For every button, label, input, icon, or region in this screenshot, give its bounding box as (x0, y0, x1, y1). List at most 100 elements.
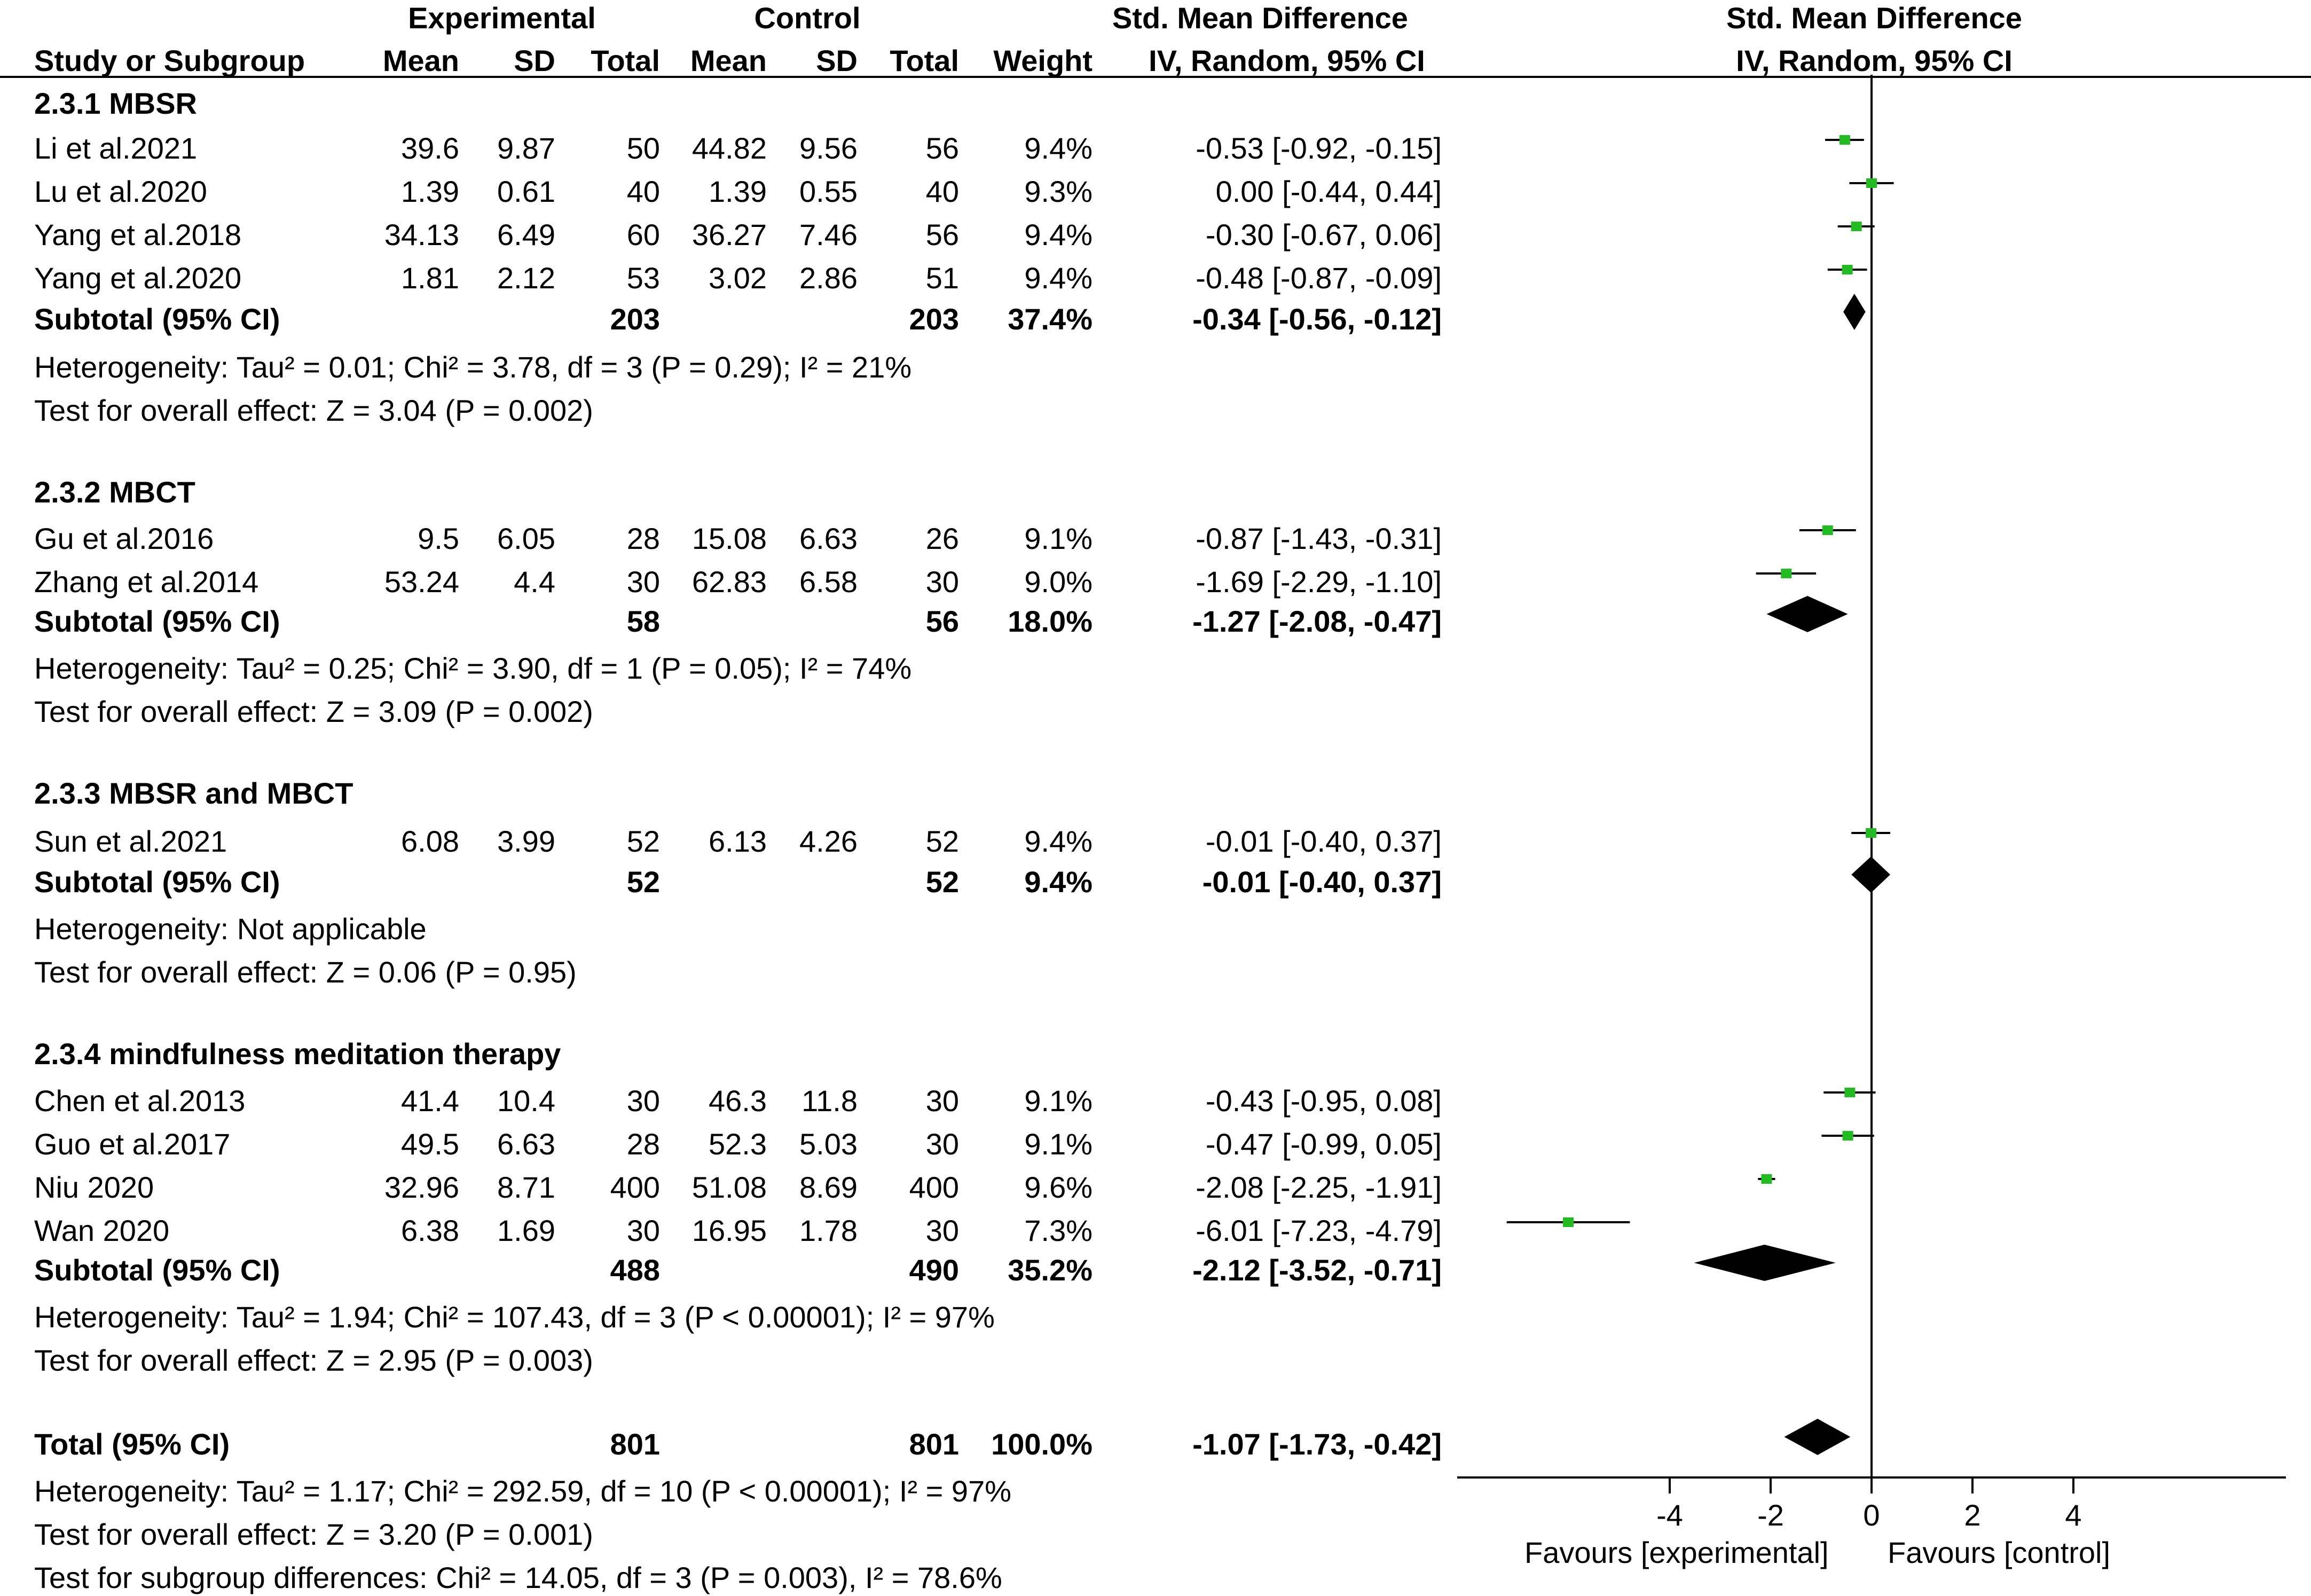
weight: 9.4% (1024, 865, 1092, 899)
ctrl-total: 52 (925, 824, 959, 858)
effect-ci: -1.27 [-2.08, -0.47] (1192, 604, 1442, 638)
total-heterogeneity-text: Heterogeneity: Tau² = 1.17; Chi² = 292.5… (34, 1474, 1012, 1508)
weight: 9.4% (1024, 218, 1092, 251)
ctrl-mean: 51.08 (691, 1170, 767, 1204)
ctrl-mean: 46.3 (709, 1084, 767, 1118)
exp-total-header: Total (591, 44, 660, 77)
exp-sd: 1.69 (497, 1214, 555, 1247)
favours-control-label: Favours [control] (1888, 1536, 2111, 1569)
study-name: Niu 2020 (34, 1170, 154, 1204)
exp-mean: 53.24 (384, 565, 459, 599)
heterogeneity-text: Heterogeneity: Tau² = 0.25; Chi² = 3.90,… (34, 651, 912, 685)
ctrl-sd: 2.86 (799, 261, 858, 295)
study-name: Li et al.2021 (34, 131, 198, 165)
study-point-marker (1839, 135, 1850, 145)
study-name: Guo et al.2017 (34, 1127, 231, 1161)
ctrl-sd: 6.63 (799, 522, 858, 555)
effect-ci: -0.01 [-0.40, 0.37] (1205, 824, 1442, 858)
ctrl-sd-header: SD (816, 44, 858, 77)
study-column-header: Study or Subgroup (34, 44, 305, 77)
exp-total: 52 (626, 865, 660, 899)
exp-sd-header: SD (514, 44, 555, 77)
effect-ci: -2.08 [-2.25, -1.91] (1196, 1170, 1442, 1204)
method-header-right: IV, Random, 95% CI (1736, 44, 2013, 77)
exp-mean-header: Mean (382, 44, 459, 77)
weight: 9.4% (1024, 824, 1092, 858)
ctrl-total: 30 (925, 1214, 959, 1247)
x-tick-label: -2 (1757, 1498, 1784, 1532)
exp-mean: 34.13 (384, 218, 459, 251)
exp-total: 30 (626, 565, 660, 599)
exp-sd: 9.87 (497, 131, 555, 165)
exp-mean: 49.5 (401, 1127, 459, 1161)
exp-mean: 6.08 (401, 824, 459, 858)
exp-total: 30 (626, 1084, 660, 1118)
ctrl-mean: 52.3 (709, 1127, 767, 1161)
overall-effect-text: Test for overall effect: Z = 3.09 (P = 0… (34, 695, 593, 728)
exp-total: 488 (610, 1253, 660, 1287)
weight-header: Weight (993, 44, 1092, 77)
weight: 37.4% (1008, 302, 1092, 336)
effect-ci: -0.01 [-0.40, 0.37] (1202, 865, 1442, 899)
header-rule (0, 76, 2311, 78)
overall-effect-text: Test for overall effect: Z = 3.04 (P = 0… (34, 394, 593, 427)
x-tick-label: 2 (1964, 1498, 1980, 1532)
group-title: 2.3.1 MBSR (34, 87, 197, 120)
ctrl-total: 400 (909, 1170, 959, 1204)
x-tick-label: -4 (1656, 1498, 1683, 1532)
pooled-effect-diamond (1694, 1245, 1836, 1281)
ctrl-total: 203 (909, 302, 959, 336)
exp-total: 30 (626, 1214, 660, 1247)
ctrl-total: 490 (909, 1253, 959, 1287)
effect-ci: -1.69 [-2.29, -1.10] (1196, 565, 1442, 599)
effect-ci: -6.01 [-7.23, -4.79] (1196, 1214, 1442, 1247)
study-point-marker (1563, 1217, 1574, 1227)
study-point-marker (1842, 1131, 1853, 1141)
subtotal-label: Subtotal (95% CI) (34, 604, 280, 638)
effect-ci: -0.34 [-0.56, -0.12] (1192, 302, 1442, 336)
exp-total: 58 (626, 604, 660, 638)
method-header-left: IV, Random, 95% CI (1149, 44, 1425, 77)
ctrl-mean-header: Mean (690, 44, 767, 77)
group-title: 2.3.4 mindfulness meditation therapy (34, 1037, 561, 1071)
ctrl-sd: 6.58 (799, 565, 858, 599)
exp-total: 801 (610, 1427, 660, 1461)
study-point-marker (1866, 178, 1877, 188)
group-title: 2.3.2 MBCT (34, 475, 195, 509)
ctrl-total: 40 (925, 175, 959, 208)
ctrl-total: 26 (925, 522, 959, 555)
study-name: Wan 2020 (34, 1214, 170, 1247)
exp-mean: 32.96 (384, 1170, 459, 1204)
study-name: Gu et al.2016 (34, 522, 214, 555)
ctrl-total: 30 (925, 1084, 959, 1118)
weight: 35.2% (1008, 1253, 1092, 1287)
ctrl-total: 30 (925, 565, 959, 599)
total-label: Total (95% CI) (34, 1427, 230, 1461)
effect-ci: 0.00 [-0.44, 0.44] (1215, 175, 1442, 208)
overall-effect-text: Test for overall effect: Z = 0.06 (P = 0… (34, 955, 577, 989)
exp-sd: 6.49 (497, 218, 555, 251)
exp-sd: 8.71 (497, 1170, 555, 1204)
study-point-marker (1844, 1088, 1856, 1097)
subtotal-label: Subtotal (95% CI) (34, 302, 280, 336)
weight: 100.0% (991, 1427, 1092, 1461)
subgroup-differences-text: Test for subgroup differences: Chi² = 14… (34, 1561, 1002, 1594)
exp-total: 60 (626, 218, 660, 251)
ctrl-sd: 5.03 (799, 1127, 858, 1161)
weight: 9.4% (1024, 261, 1092, 295)
study-point-marker (1822, 525, 1833, 535)
study-point-marker (1781, 569, 1792, 578)
pooled-effect-diamond (1766, 596, 1848, 632)
exp-total: 52 (626, 824, 660, 858)
overall-effect-text: Test for overall effect: Z = 2.95 (P = 0… (34, 1343, 593, 1377)
weight: 9.1% (1024, 1084, 1092, 1118)
x-tick-label: 4 (2065, 1498, 2081, 1532)
heterogeneity-text: Heterogeneity: Tau² = 0.01; Chi² = 3.78,… (34, 350, 912, 384)
pooled-effect-diamond (1843, 294, 1866, 330)
ctrl-total: 52 (925, 865, 959, 899)
group-title: 2.3.3 MBSR and MBCT (34, 776, 353, 810)
exp-sd: 4.4 (514, 565, 555, 599)
ctrl-mean: 44.82 (691, 131, 767, 165)
